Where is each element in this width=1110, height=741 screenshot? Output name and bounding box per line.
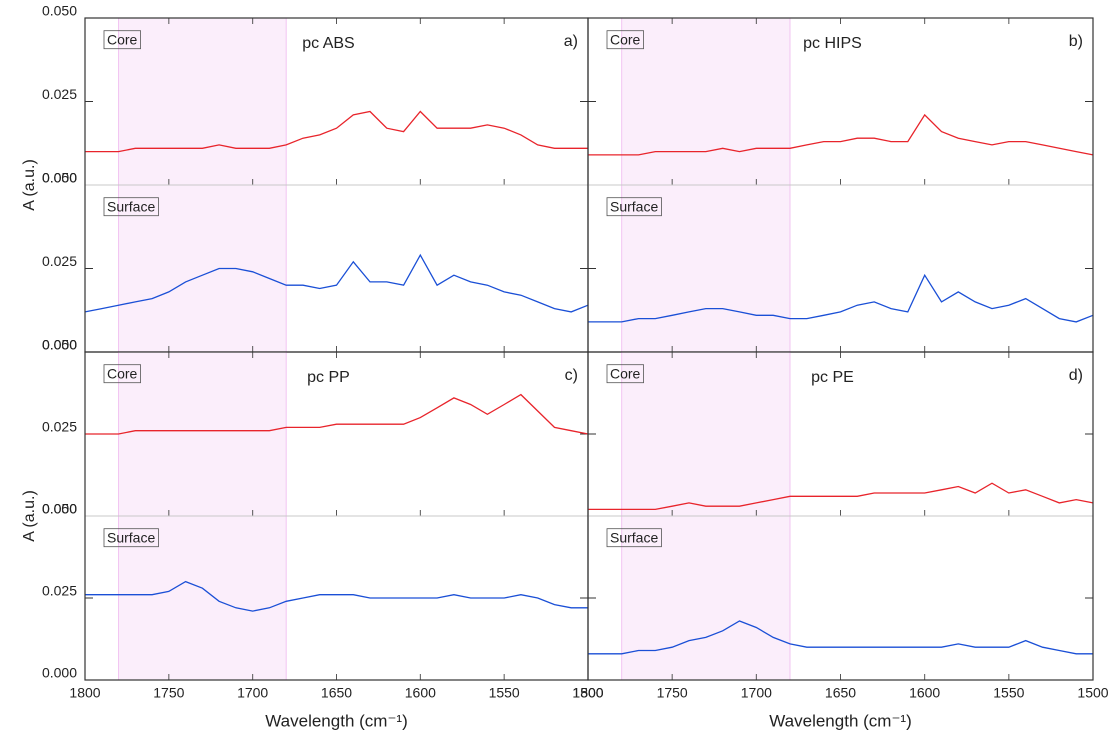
x-tick-label: 1650 xyxy=(825,685,856,701)
legend-label: Core xyxy=(610,366,641,382)
panel-label: b) xyxy=(1069,33,1083,50)
x-tick-label: 1600 xyxy=(909,685,940,701)
y-tick-label: 0.050 xyxy=(42,337,77,353)
x-tick-label: 1700 xyxy=(741,685,772,701)
y-tick-label: 0.050 xyxy=(42,170,77,186)
panel-title: pc HIPS xyxy=(803,35,862,52)
y-axis-label: A (a.u.) xyxy=(21,159,38,211)
x-tick-label: 1800 xyxy=(69,685,100,701)
legend-box xyxy=(606,30,644,50)
legend-box xyxy=(606,197,662,217)
panel-title: pc ABS xyxy=(302,35,354,52)
spectrum-line xyxy=(588,482,1094,511)
spectrum-line xyxy=(588,620,1093,655)
x-tick-label: 1750 xyxy=(657,685,688,701)
x-tick-label: 1600 xyxy=(405,685,436,701)
legend-label: Core xyxy=(107,32,138,48)
y-tick-label: 0.000 xyxy=(42,170,77,186)
panel-label: c) xyxy=(565,367,578,384)
y-tick-label: 0.050 xyxy=(42,3,77,19)
spectrum-line xyxy=(588,273,1094,323)
spectrum-line xyxy=(85,580,588,612)
legend-label: Surface xyxy=(107,199,155,215)
legend-label: Surface xyxy=(610,199,658,215)
x-tick-label: 1500 xyxy=(1077,685,1108,701)
legend-box xyxy=(103,528,159,548)
legend-label: Core xyxy=(610,32,641,48)
legend-box xyxy=(103,364,141,384)
y-axis-label: A (a.u.) xyxy=(21,490,38,542)
panel-title: pc PE xyxy=(811,369,854,386)
panel-label: d) xyxy=(1069,367,1083,384)
x-tick-label: 1500 xyxy=(572,685,603,701)
y-tick-label: 0.025 xyxy=(42,253,77,269)
y-tick-label: 0.025 xyxy=(42,419,77,435)
y-tick-label: 0.000 xyxy=(42,665,77,681)
legend-label: Surface xyxy=(610,530,658,546)
legend-label: Core xyxy=(107,366,138,382)
x-tick-label: 1700 xyxy=(237,685,268,701)
panel-frame xyxy=(587,351,1094,681)
spectrum-line xyxy=(84,253,589,313)
legend-box xyxy=(103,197,159,217)
spectrum-line xyxy=(85,393,589,435)
panel-title: pc PP xyxy=(307,369,350,386)
x-tick-label: 1550 xyxy=(993,685,1024,701)
x-tick-label: 1650 xyxy=(321,685,352,701)
y-tick-label: 0.025 xyxy=(42,583,77,599)
y-tick-label: 0.000 xyxy=(42,337,77,353)
y-tick-label: 0.025 xyxy=(42,86,77,102)
legend-box xyxy=(606,364,644,384)
y-tick-label: 0.050 xyxy=(42,501,77,517)
x-axis-label: Wavelength (cm⁻¹) xyxy=(265,711,407,730)
x-tick-label: 1550 xyxy=(489,685,520,701)
x-tick-label: 1800 xyxy=(572,685,603,701)
y-tick-label: 0.000 xyxy=(42,501,77,517)
x-axis-label: Wavelength (cm⁻¹) xyxy=(769,711,911,730)
x-tick-label: 1750 xyxy=(153,685,184,701)
spectrum-line xyxy=(85,110,588,153)
legend-box xyxy=(103,30,141,50)
spectrum-line xyxy=(588,113,1094,156)
legend-label: Surface xyxy=(107,530,155,546)
panel-label: a) xyxy=(564,33,578,50)
legend-box xyxy=(606,528,662,548)
